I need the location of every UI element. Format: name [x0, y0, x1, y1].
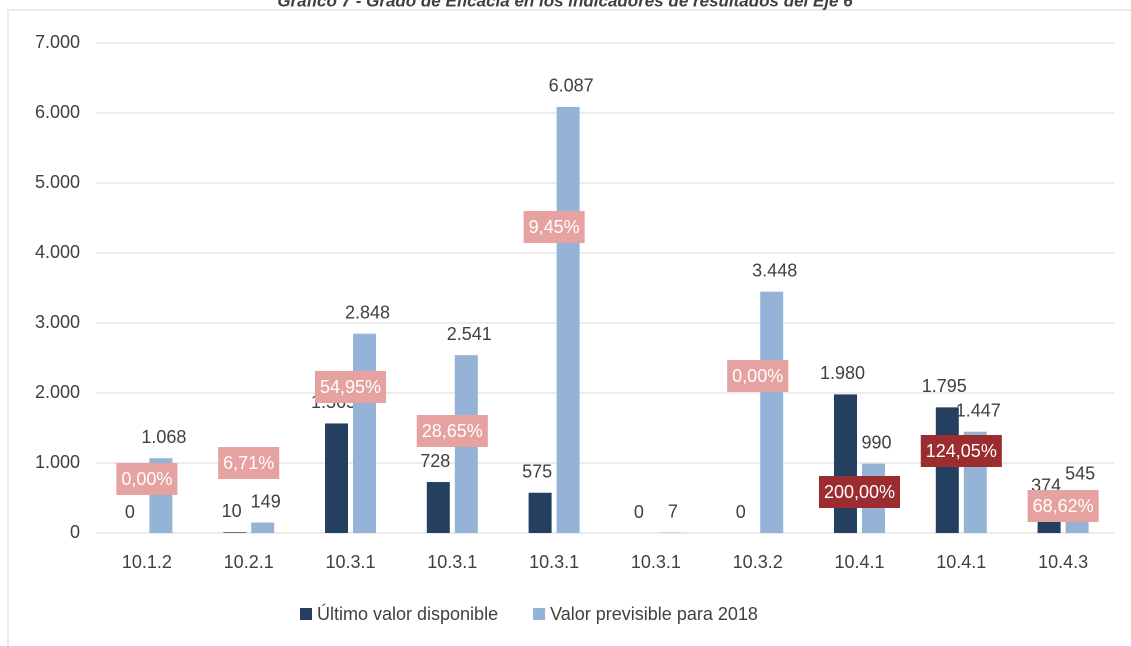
value-label: 10: [222, 501, 242, 521]
bar: [223, 532, 247, 533]
y-tick-label: 7.000: [35, 32, 80, 52]
annotation-label: 124,05%: [926, 441, 997, 461]
bar: [528, 492, 552, 533]
annotation-box: [416, 415, 488, 447]
y-tick-label: 0: [70, 522, 80, 542]
value-label: 149: [251, 491, 281, 511]
chart-title: Gráfico 7 - Grado de Eficacia en los ind…: [277, 0, 853, 10]
bar: [556, 106, 580, 533]
y-tick-label: 5.000: [35, 172, 80, 192]
y-tick-label: 3.000: [35, 312, 80, 332]
annotation: 9,45%: [523, 211, 585, 243]
bar: [353, 333, 376, 533]
annotation-label: 0,00%: [121, 469, 172, 489]
value-label: 2.541: [447, 324, 492, 344]
annotation-label: 6,71%: [223, 453, 274, 473]
value-label: 1.068: [141, 427, 186, 447]
annotation: 6,71%: [218, 447, 280, 479]
value-label: 7: [668, 501, 678, 521]
x-tick-label: 10.2.1: [224, 552, 274, 572]
value-label: 6.087: [549, 76, 594, 96]
legend-swatch: [533, 608, 546, 620]
value-label: 3.448: [752, 260, 797, 280]
value-label: 0: [736, 502, 746, 522]
legend-swatch: [300, 608, 312, 620]
annotation-box: [116, 463, 178, 495]
annotation-box: [920, 435, 1002, 467]
y-tick-label: 4.000: [35, 242, 80, 262]
value-label: 1.795: [922, 376, 967, 396]
x-tick-label: 10.3.1: [427, 552, 477, 572]
value-label: 990: [861, 432, 891, 452]
bar: [251, 522, 275, 533]
annotation: 0,00%: [727, 360, 789, 392]
annotation: 0,00%: [116, 463, 178, 495]
annotation-box: [818, 476, 901, 508]
value-label: 728: [420, 451, 450, 471]
legend-label: Valor previsible para 2018: [550, 604, 758, 624]
x-tick-label: 10.3.1: [631, 552, 681, 572]
value-label: 1.980: [820, 363, 865, 383]
bar: [760, 291, 784, 533]
x-tick-label: 10.3.1: [325, 552, 375, 572]
value-label: 1.447: [956, 400, 1001, 420]
annotation-label: 200,00%: [824, 482, 895, 502]
x-tick-label: 10.3.1: [529, 552, 579, 572]
value-label: 545: [1065, 464, 1095, 484]
value-label: 0: [125, 502, 135, 522]
annotation: 200,00%: [818, 476, 901, 508]
annotation-box: [727, 360, 789, 392]
annotation-box: [218, 447, 280, 479]
bar: [426, 482, 450, 533]
annotation-box: [1027, 490, 1099, 522]
value-label: 2.848: [345, 302, 390, 322]
x-tick-label: 10.1.2: [122, 552, 172, 572]
annotation: 54,95%: [314, 371, 387, 403]
annotation-label: 54,95%: [320, 377, 381, 397]
annotation-label: 9,45%: [529, 217, 580, 237]
value-label: 0: [634, 502, 644, 522]
x-tick-label: 10.4.1: [834, 552, 884, 572]
annotation-label: 0,00%: [732, 366, 783, 386]
bar: [325, 423, 348, 533]
bar: [834, 394, 857, 533]
annotation: 124,05%: [920, 435, 1002, 467]
x-tick-label: 10.4.1: [936, 552, 986, 572]
x-tick-label: 10.4.3: [1038, 552, 1088, 572]
annotation-box: [314, 371, 387, 403]
bar: [935, 407, 959, 533]
annotation: 68,62%: [1027, 490, 1099, 522]
value-label: 575: [522, 462, 552, 482]
y-tick-label: 6.000: [35, 102, 80, 122]
y-tick-label: 2.000: [35, 382, 80, 402]
legend-label: Último valor disponible: [317, 603, 498, 624]
chart-frame: [7, 9, 1131, 646]
annotation: 28,65%: [416, 415, 488, 447]
y-tick-label: 1.000: [35, 452, 80, 472]
annotation-box: [523, 211, 585, 243]
annotation-label: 68,62%: [1033, 496, 1094, 516]
x-tick-label: 10.3.2: [733, 552, 783, 572]
annotation-label: 28,65%: [422, 421, 483, 441]
